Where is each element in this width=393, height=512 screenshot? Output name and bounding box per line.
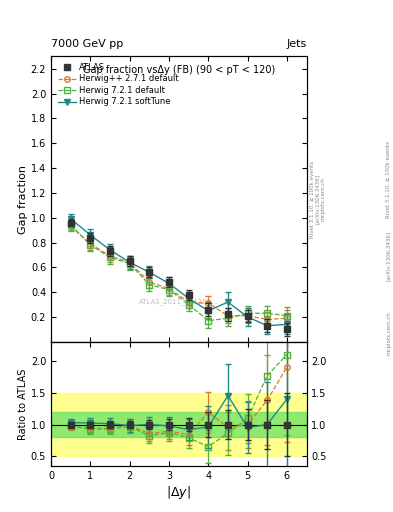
Y-axis label: Ratio to ATLAS: Ratio to ATLAS bbox=[18, 368, 28, 439]
Bar bbox=[51, 412, 307, 437]
Text: ATLAS_2011_S91262...: ATLAS_2011_S91262... bbox=[139, 298, 219, 305]
Text: mcplots.cern.ch: mcplots.cern.ch bbox=[386, 311, 391, 355]
Y-axis label: Rivet 3.1.10, ≥ 100k events
[arXiv:1306.3436]
mcplots.cern.ch: Rivet 3.1.10, ≥ 100k events [arXiv:1306.… bbox=[309, 160, 326, 238]
Text: 7000 GeV pp: 7000 GeV pp bbox=[51, 38, 123, 49]
Text: Rivet 3.1.10, ≥ 100k events: Rivet 3.1.10, ≥ 100k events bbox=[386, 141, 391, 218]
Y-axis label: Gap fraction: Gap fraction bbox=[18, 164, 28, 233]
Bar bbox=[51, 393, 307, 456]
Text: [arXiv:1306.3436]: [arXiv:1306.3436] bbox=[386, 231, 391, 281]
Legend: ATLAS, Herwig++ 2.7.1 default, Herwig 7.2.1 default, Herwig 7.2.1 softTune: ATLAS, Herwig++ 2.7.1 default, Herwig 7.… bbox=[55, 60, 182, 109]
Text: Jets: Jets bbox=[286, 38, 307, 49]
X-axis label: $|\Delta y|$: $|\Delta y|$ bbox=[166, 483, 191, 501]
Text: Gap fraction vsΔy (FB) (90 < pT < 120): Gap fraction vsΔy (FB) (90 < pT < 120) bbox=[83, 65, 275, 75]
